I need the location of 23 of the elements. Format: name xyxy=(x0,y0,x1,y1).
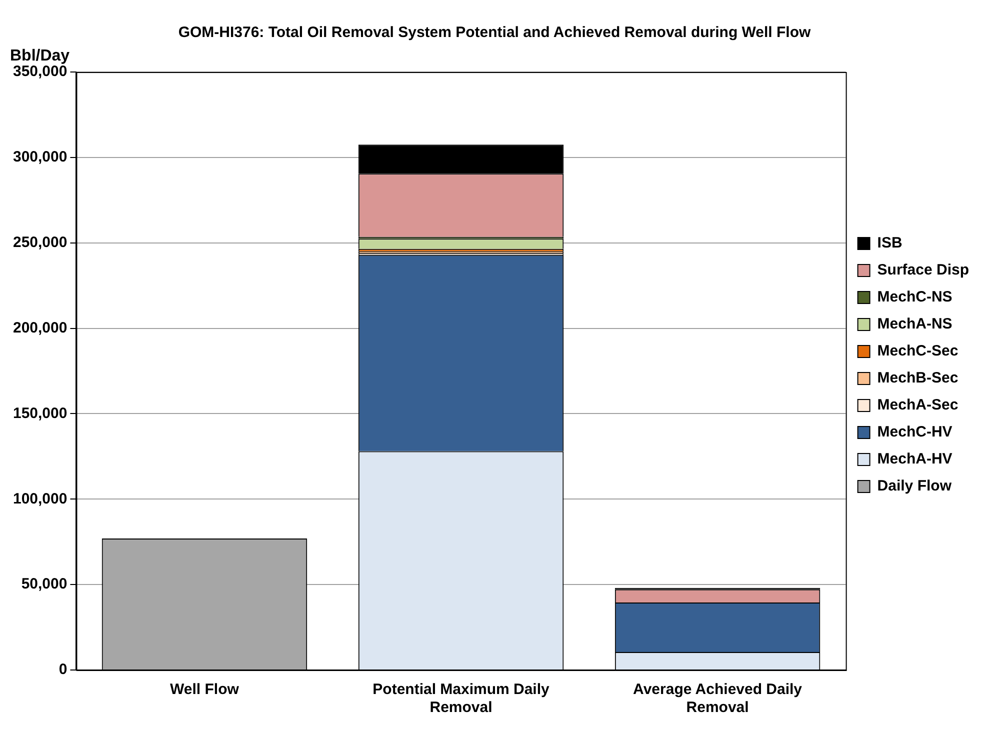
y-tick-label: 0 xyxy=(58,661,68,678)
legend-label: MechA-HV xyxy=(877,450,952,468)
y-tick-label: 350,000 xyxy=(12,63,68,80)
x-tick-label: Average Achieved Daily Removal xyxy=(633,681,803,716)
y-tick-label: 200,000 xyxy=(12,319,68,336)
y-tick-label: 300,000 xyxy=(12,148,68,166)
legend-label: MechC-NS xyxy=(877,288,952,306)
x-tick-label: Potential Maximum Daily Removal xyxy=(372,681,550,716)
chart-title: GOM-HI376: Total Oil Removal System Potential and Achieved Removal during Well Flow xyxy=(178,24,812,42)
legend-label: MechA-Sec xyxy=(877,396,958,414)
legend-label: MechB-Sec xyxy=(877,370,958,387)
legend-label: MechA-NS xyxy=(877,316,952,333)
legend-label: MechC-HV xyxy=(877,424,952,441)
x-tick-label: Well Flow xyxy=(170,681,240,698)
legend-label: Surface Disp xyxy=(877,262,970,279)
y-tick-label: 250,000 xyxy=(12,234,68,251)
legend-label: Daily Flow xyxy=(877,478,952,495)
y-axis-title: Bbl/Day xyxy=(10,47,70,64)
y-tick-label: 100,000 xyxy=(12,490,68,508)
legend-label: ISB xyxy=(877,234,902,252)
y-tick-label: 150,000 xyxy=(12,404,68,422)
legend-label: MechC-Sec xyxy=(877,342,958,360)
y-tick-label: 50,000 xyxy=(21,576,68,593)
